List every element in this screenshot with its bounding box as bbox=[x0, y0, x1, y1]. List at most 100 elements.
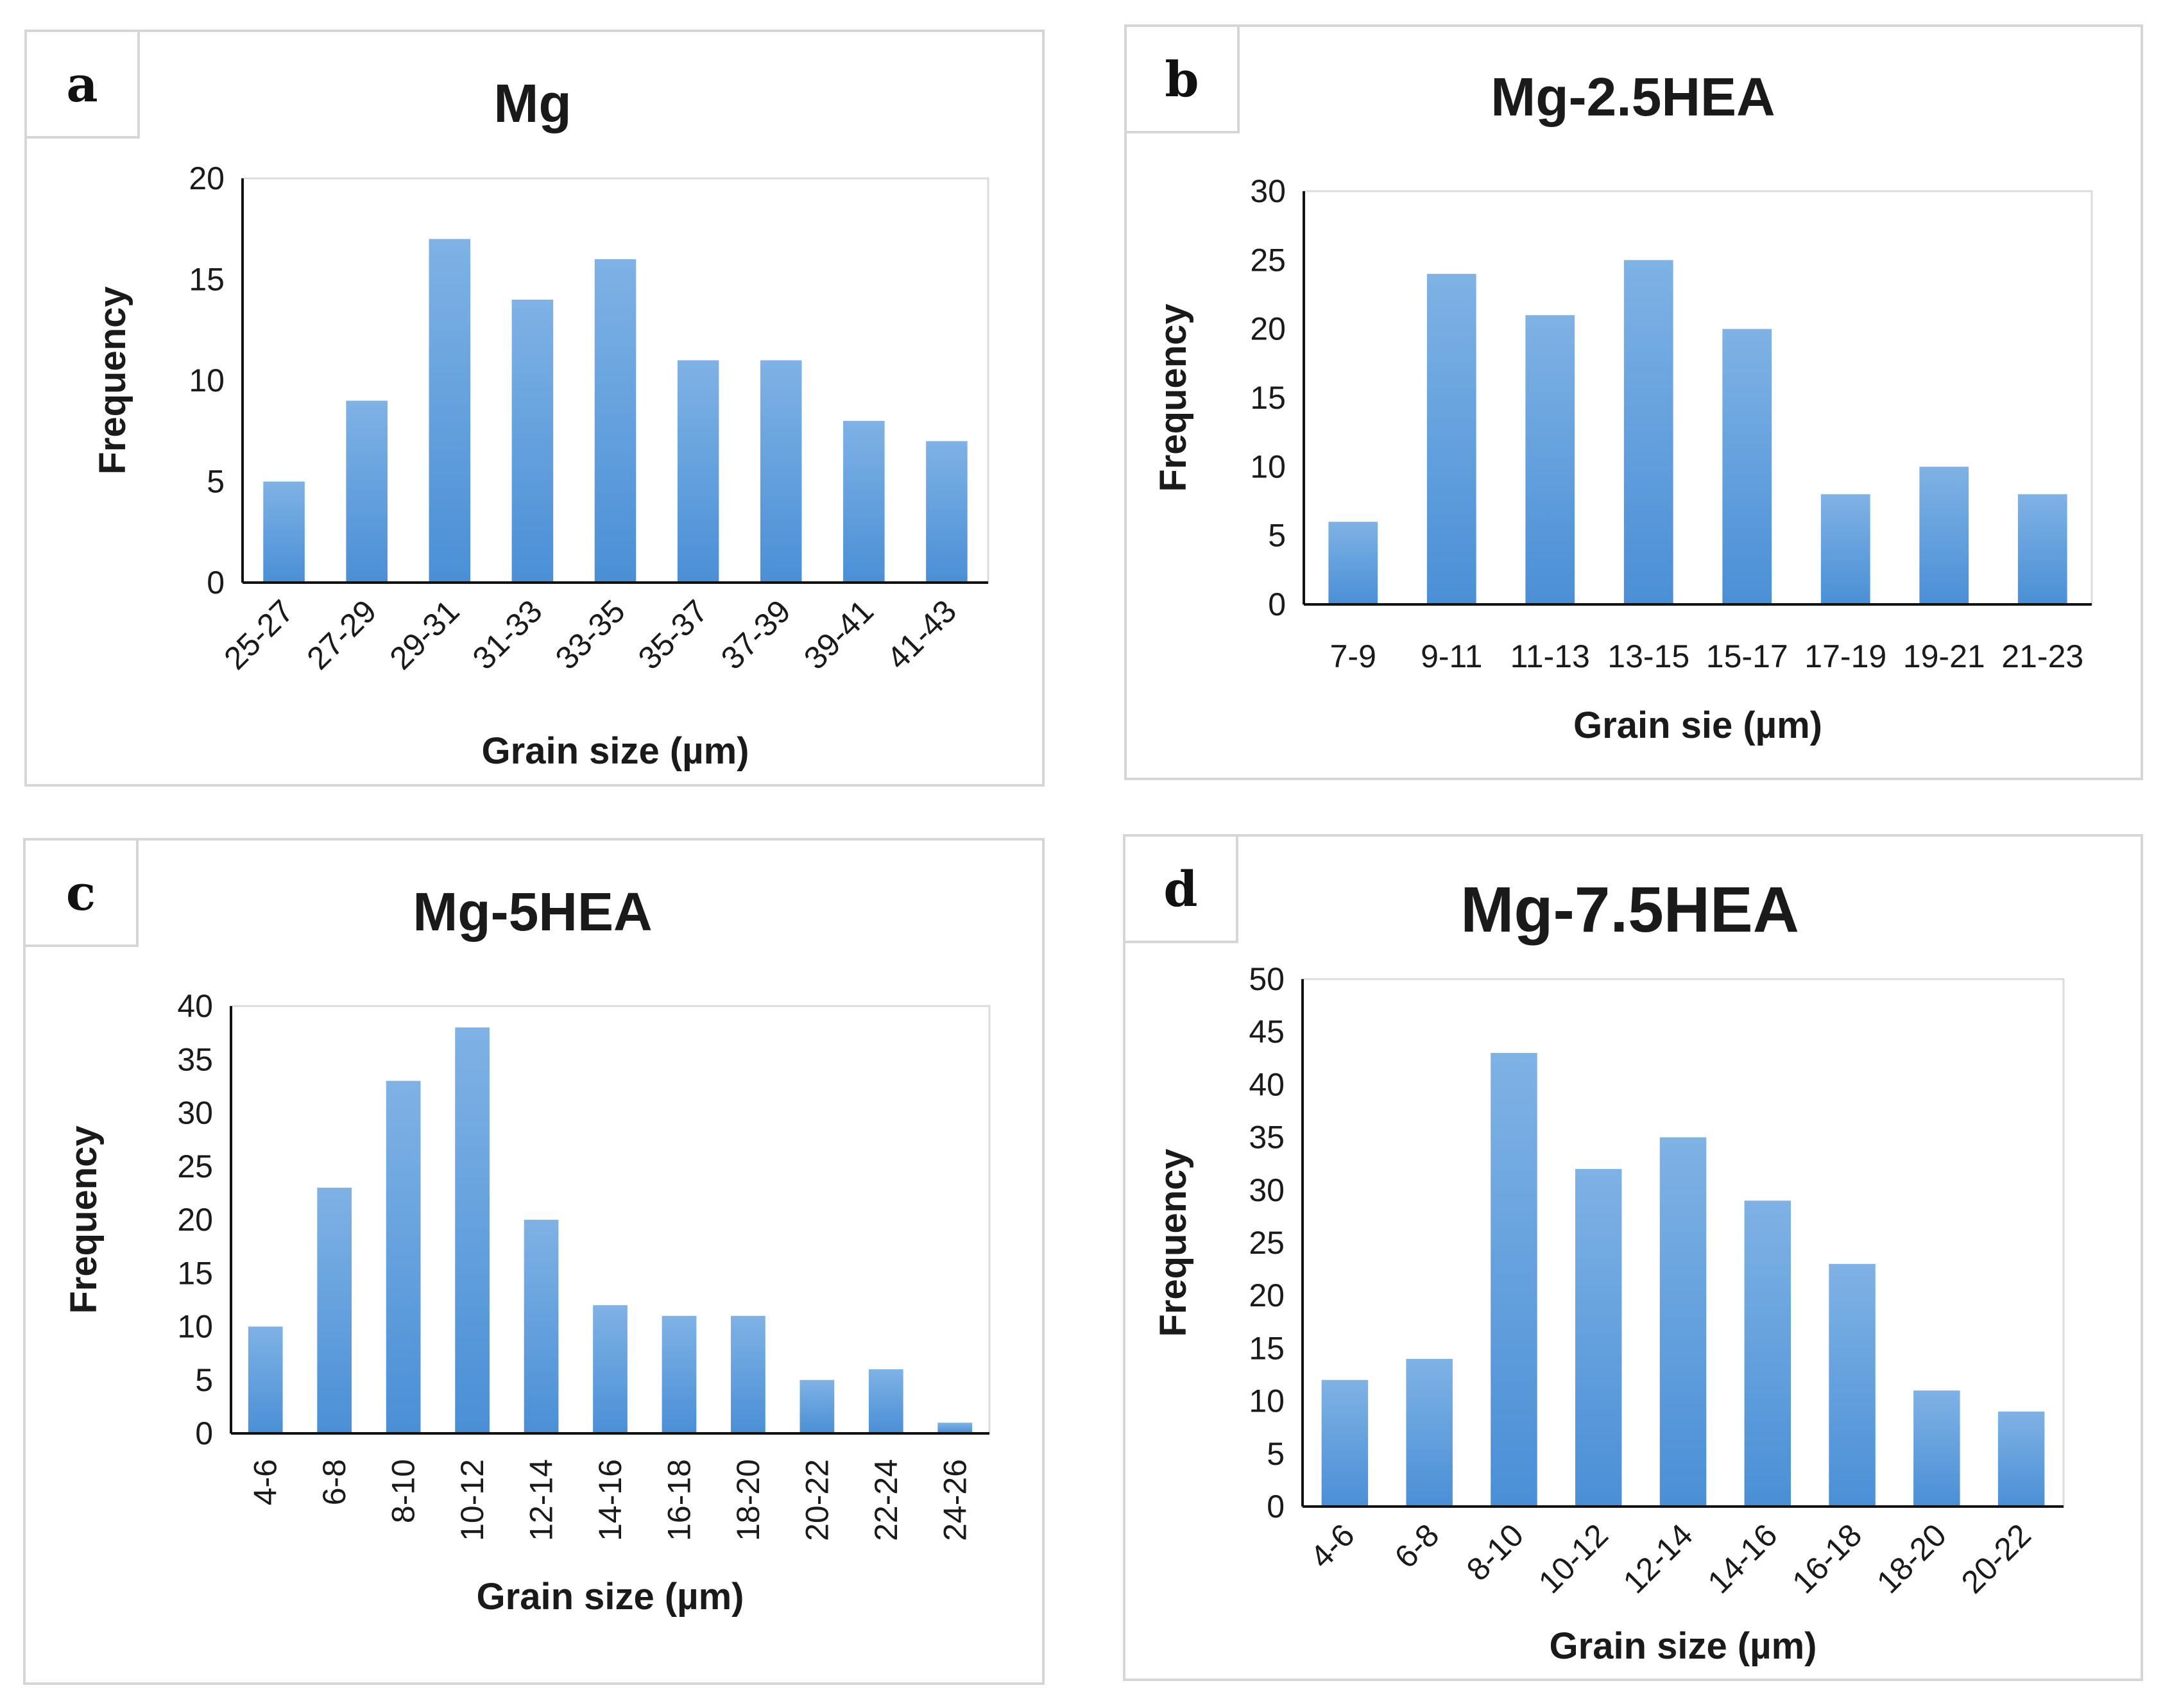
x-tick-label-17-19: 17-19 bbox=[1804, 638, 1886, 674]
x-tick-label-39-41: 39-41 bbox=[797, 593, 880, 676]
x-tick-label-18-20: 18-20 bbox=[1870, 1517, 1953, 1600]
x-tick-label-22-24: 22-24 bbox=[868, 1459, 904, 1541]
x-tick-label-19-21: 19-21 bbox=[1903, 638, 1985, 674]
x-tick-label-29-31: 29-31 bbox=[383, 593, 466, 676]
bar-12-14 bbox=[1659, 1137, 1707, 1507]
y-tick-label-5: 5 bbox=[195, 1362, 213, 1398]
bar-8-10 bbox=[1491, 1053, 1537, 1507]
panel-label-a: a bbox=[24, 30, 140, 139]
x-tick-label-25-27: 25-27 bbox=[217, 593, 300, 676]
y-tick-label-20: 20 bbox=[177, 1202, 213, 1238]
y-tick-label-40: 40 bbox=[1249, 1066, 1285, 1102]
bar-39-41 bbox=[843, 421, 885, 583]
x-tick-label-10-12: 10-12 bbox=[1532, 1517, 1615, 1600]
x-tick-label-14-16: 14-16 bbox=[592, 1459, 628, 1541]
x-tick-label-7-9: 7-9 bbox=[1330, 638, 1376, 674]
x-tick-label-18-20: 18-20 bbox=[730, 1459, 766, 1541]
x-tick-label-33-35: 33-35 bbox=[549, 593, 632, 676]
bar-7-9 bbox=[1328, 522, 1378, 604]
chart-title: Mg-7.5HEA bbox=[1460, 874, 1799, 946]
y-tick-label-10: 10 bbox=[189, 363, 225, 398]
x-tick-label-4-6: 4-6 bbox=[248, 1459, 284, 1505]
panel-label-b: b bbox=[1124, 24, 1240, 133]
y-axis-label: Frequency bbox=[1152, 303, 1194, 491]
y-tick-label-5: 5 bbox=[1268, 518, 1286, 554]
y-axis-label: Frequency bbox=[63, 1125, 105, 1313]
panel-label-d: d bbox=[1123, 834, 1238, 943]
chart-title: Mg-2.5HEA bbox=[1491, 67, 1775, 127]
bar-19-21 bbox=[1919, 466, 1969, 604]
x-axis-label: Grain size (µm) bbox=[477, 1576, 744, 1618]
panel-d: d bbox=[1123, 834, 2143, 1681]
panel-label-c: c bbox=[23, 838, 139, 947]
bar-15-17 bbox=[1722, 329, 1772, 604]
bar-35-37 bbox=[677, 360, 719, 583]
y-tick-label-0: 0 bbox=[195, 1415, 213, 1451]
y-tick-label-50: 50 bbox=[1249, 961, 1285, 997]
chart-c: Mg-5HEA 0 5 10 15 20 25 30 35 40 4-6 6-8 8-10 10-12 12… bbox=[63, 882, 991, 1618]
chart-b: Mg-2.5HEA 0 5 10 15 20 25 30 7-9 9-11 11-13 13-15 15… bbox=[1152, 67, 2093, 746]
x-axis-label: Grain size (µm) bbox=[482, 730, 749, 772]
bar-20-22 bbox=[1997, 1412, 2045, 1507]
bar-12-14 bbox=[524, 1220, 559, 1433]
y-tick-label-35: 35 bbox=[177, 1041, 213, 1077]
y-tick-label-40: 40 bbox=[177, 988, 213, 1024]
bar-10-12 bbox=[455, 1027, 490, 1433]
y-tick-label-15: 15 bbox=[189, 262, 225, 298]
chart-title: Mg bbox=[493, 73, 571, 133]
x-tick-label-8-10: 8-10 bbox=[386, 1459, 422, 1523]
y-tick-label-15: 15 bbox=[1250, 380, 1286, 416]
x-tick-label-9-11: 9-11 bbox=[1421, 638, 1482, 674]
bar-27-29 bbox=[346, 400, 388, 583]
x-tick-label-15-17: 15-17 bbox=[1706, 638, 1788, 674]
chart-title: Mg-5HEA bbox=[413, 882, 652, 942]
x-tick-label-24-26: 24-26 bbox=[937, 1459, 973, 1541]
x-axis-label: Grain size (µm) bbox=[1550, 1625, 1817, 1667]
bar-20-22 bbox=[799, 1379, 835, 1433]
x-tick-label-6-8: 6-8 bbox=[316, 1459, 352, 1505]
y-tick-label-30: 30 bbox=[177, 1095, 213, 1131]
x-tick-label-35-37: 35-37 bbox=[631, 593, 715, 676]
bar-18-20 bbox=[1913, 1390, 1960, 1507]
y-tick-label-20: 20 bbox=[1249, 1277, 1285, 1313]
bar-22-24 bbox=[868, 1369, 903, 1433]
bar-16-18 bbox=[662, 1315, 697, 1433]
bar-25-27 bbox=[263, 481, 305, 583]
bar-11-13 bbox=[1525, 315, 1575, 604]
bar-6-8 bbox=[317, 1188, 352, 1433]
x-tick-label-16-18: 16-18 bbox=[1785, 1517, 1868, 1600]
bar-18-20 bbox=[731, 1315, 765, 1433]
y-tick-label-10: 10 bbox=[177, 1309, 213, 1345]
x-tick-label-20-22: 20-22 bbox=[1954, 1517, 2038, 1600]
bar-6-8 bbox=[1406, 1358, 1453, 1507]
x-tick-label-4-6: 4-6 bbox=[1303, 1517, 1362, 1575]
x-axis-label: Grain sie (µm) bbox=[1573, 705, 1822, 746]
y-axis-label: Frequency bbox=[92, 286, 133, 474]
x-tick-label-11-13: 11-13 bbox=[1510, 638, 1590, 674]
bar-8-10 bbox=[386, 1080, 421, 1433]
x-tick-label-12-14: 12-14 bbox=[1616, 1517, 1700, 1600]
y-tick-label-25: 25 bbox=[177, 1149, 213, 1184]
x-tick-label-20-22: 20-22 bbox=[799, 1459, 835, 1541]
bar-29-31 bbox=[429, 239, 471, 583]
chart-a: Mg 0 5 10 15 20 25-27 27-29 29-31 31-33 33-35 35-37… bbox=[92, 73, 989, 772]
x-tick-label-12-14: 12-14 bbox=[524, 1459, 560, 1541]
bar-10-12 bbox=[1575, 1168, 1622, 1507]
y-tick-label-45: 45 bbox=[1249, 1014, 1285, 1050]
x-tick-label-13-15: 13-15 bbox=[1607, 638, 1689, 674]
bar-37-39 bbox=[760, 360, 802, 583]
y-tick-label-25: 25 bbox=[1249, 1225, 1285, 1261]
x-tick-label-8-10: 8-10 bbox=[1460, 1517, 1530, 1587]
bar-41-43 bbox=[926, 441, 968, 583]
bar-13-15 bbox=[1623, 260, 1673, 604]
x-tick-label-31-33: 31-33 bbox=[466, 593, 549, 676]
y-tick-label-20: 20 bbox=[189, 160, 225, 196]
y-tick-label-30: 30 bbox=[1250, 173, 1286, 209]
y-tick-label-0: 0 bbox=[207, 565, 225, 601]
y-tick-label-5: 5 bbox=[207, 464, 225, 500]
plot-frame bbox=[1303, 190, 2093, 606]
bar-31-33 bbox=[511, 300, 554, 583]
y-tick-label-0: 0 bbox=[1268, 586, 1286, 622]
